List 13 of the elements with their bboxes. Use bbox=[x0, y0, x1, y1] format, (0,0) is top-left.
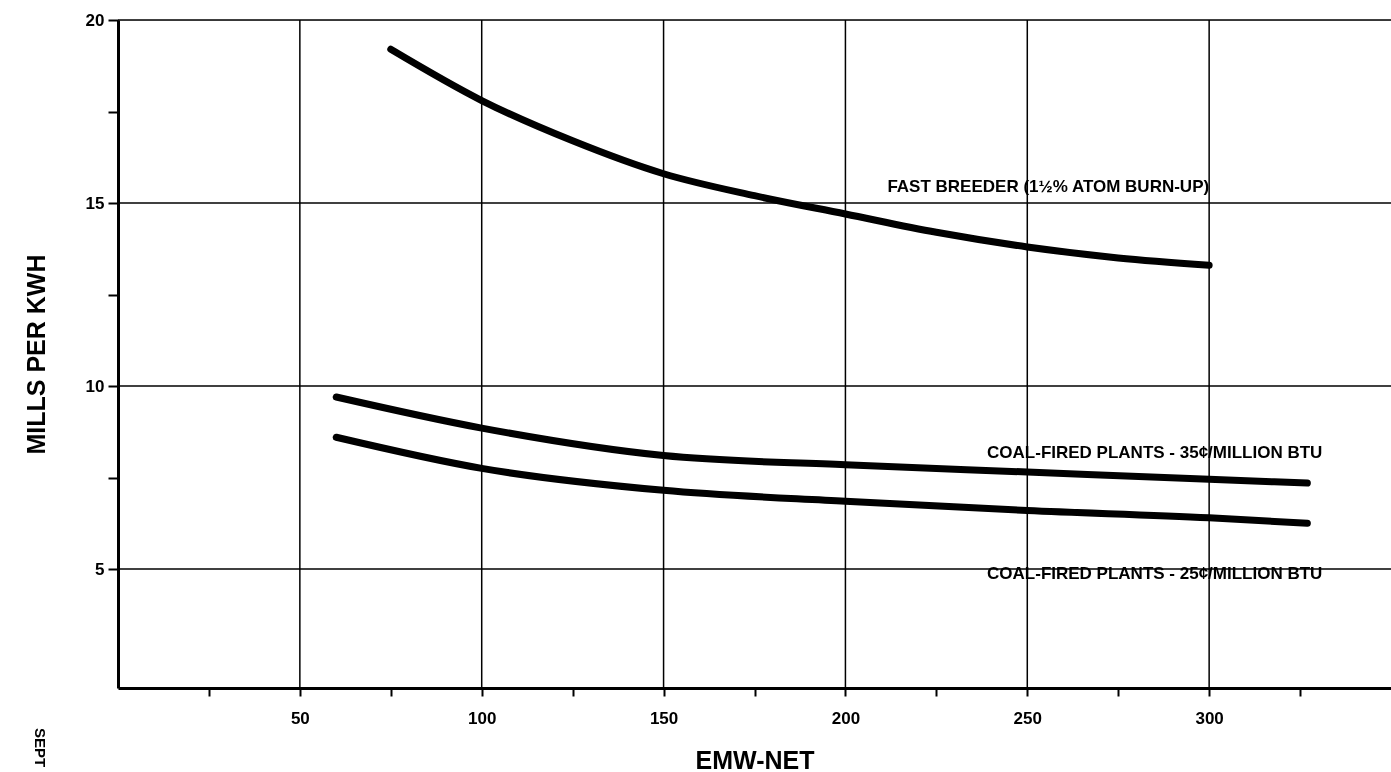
y-tick-label: 20 bbox=[85, 10, 105, 30]
y-tick-label: 5 bbox=[95, 559, 105, 579]
y-axis-title: MILLS PER KWH bbox=[21, 254, 50, 455]
x-tick-label: 250 bbox=[1013, 708, 1042, 728]
y-tick-label: 15 bbox=[85, 193, 105, 213]
x-tick-label: 100 bbox=[468, 708, 497, 728]
text: SEPT bbox=[32, 728, 49, 768]
x-axis-title: EMW-NET bbox=[695, 745, 815, 772]
x-tick-label: 50 bbox=[290, 708, 310, 728]
x-tick-label: 200 bbox=[831, 708, 861, 728]
x-tick-label: 150 bbox=[649, 708, 679, 728]
y-tick-label: 10 bbox=[85, 376, 105, 396]
x-tick-label: 300 bbox=[1195, 708, 1224, 728]
